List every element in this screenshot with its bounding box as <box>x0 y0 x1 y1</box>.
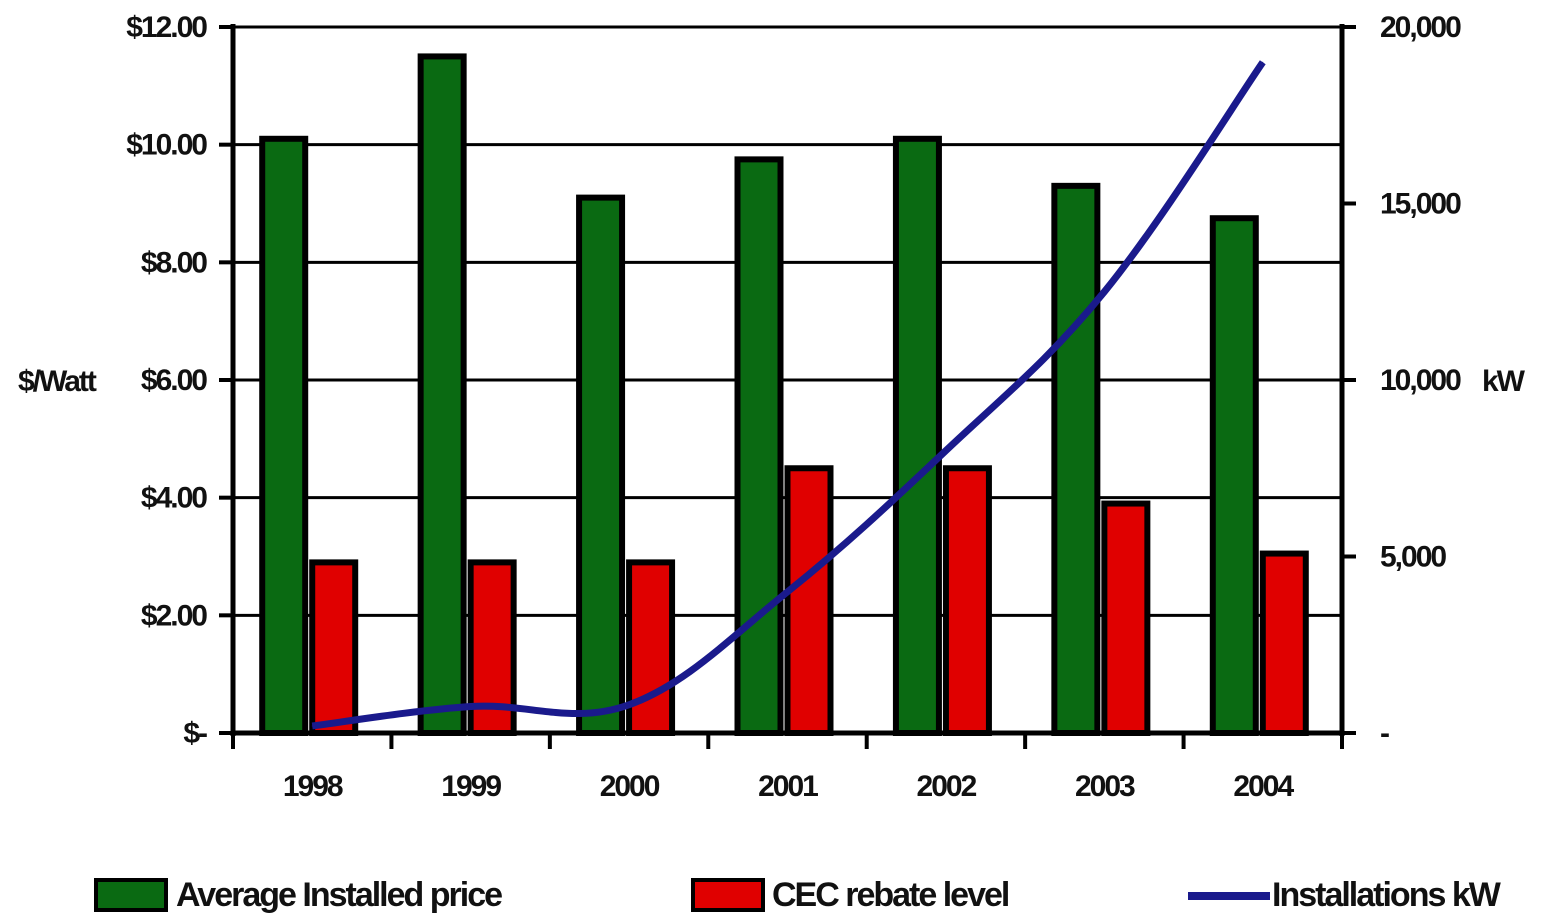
y-tick-label-left: $4.00 <box>141 482 207 515</box>
y-axis-title-right: kW <box>1482 365 1526 398</box>
y-tick-label-right: 15,000 <box>1380 188 1461 221</box>
y-axis-title-left: $/Watt <box>18 365 97 398</box>
installations-point <box>1262 61 1264 63</box>
bar-cec-rebate <box>942 465 992 736</box>
y-tick-label-left: $6.00 <box>141 364 207 397</box>
right-axis-ticks: 20,000 15,000 10,000 5,000 - <box>1342 11 1463 750</box>
legend-swatch-average-price <box>94 878 168 912</box>
x-tick-label: 2004 <box>1233 770 1294 803</box>
x-tick-label: 1999 <box>441 770 501 803</box>
legend: Average Installed price CEC rebate level… <box>94 876 1504 914</box>
legend-swatch-cec-rebate <box>691 878 765 912</box>
left-axis-ticks: $12.00 $10.00 $8.00 $6.00 $4.00 $2.00 $- <box>126 11 233 750</box>
bar-average-price <box>259 135 309 737</box>
y-tick-label-left: $8.00 <box>141 246 207 279</box>
x-tick-label: 1998 <box>283 770 343 803</box>
bar-average-price <box>734 156 784 736</box>
bar-average-price <box>576 194 626 737</box>
x-tick-label: 2000 <box>600 770 660 803</box>
y-tick-label-left: $- <box>183 717 207 750</box>
y-tick-label-left: $2.00 <box>141 599 207 632</box>
bar-average-price <box>1051 182 1101 737</box>
legend-label-cec-rebate: CEC rebate level <box>772 876 1009 914</box>
legend-label-installations: Installations kW <box>1272 876 1502 914</box>
y-tick-label-right: 20,000 <box>1380 11 1461 44</box>
y-tick-label-left: $12.00 <box>126 11 207 44</box>
bar-cec-rebate <box>1101 500 1151 736</box>
x-tick-label: 2003 <box>1075 770 1135 803</box>
bar-cec-rebate <box>626 559 676 737</box>
legend-item-installations: Installations kW <box>1188 876 1504 914</box>
bar-cec-rebate <box>309 559 359 737</box>
y-tick-label-left: $10.00 <box>126 129 207 162</box>
installations-line-group <box>311 60 1266 730</box>
legend-item-average-price: Average Installed price <box>94 876 504 914</box>
bar-average-price <box>417 53 467 736</box>
installations-point <box>787 591 788 593</box>
installations-point <box>628 704 630 706</box>
y-tick-label-right: - <box>1380 717 1389 750</box>
bar-average-price <box>892 135 942 737</box>
bar-cec-rebate <box>1259 550 1309 737</box>
legend-item-cec-rebate: CEC rebate level <box>691 876 1011 914</box>
bar-cec-rebate <box>784 465 834 736</box>
y-tick-label-right: 10,000 <box>1380 364 1461 397</box>
installations-point <box>1103 291 1105 293</box>
x-tick-label: 2002 <box>917 770 977 803</box>
installations-line <box>311 60 1266 730</box>
legend-label-average-price: Average Installed price <box>176 876 502 914</box>
installations-point <box>945 450 947 452</box>
x-axis-ticks: 1998 1999 2000 2001 2002 2003 2004 <box>231 733 1344 803</box>
y-tick-label-right: 5,000 <box>1380 541 1446 574</box>
x-tick-label: 2001 <box>758 770 818 803</box>
bars <box>259 53 1309 737</box>
installations-point <box>470 706 472 708</box>
bar-average-price <box>1209 215 1259 737</box>
installations-point <box>311 725 313 727</box>
